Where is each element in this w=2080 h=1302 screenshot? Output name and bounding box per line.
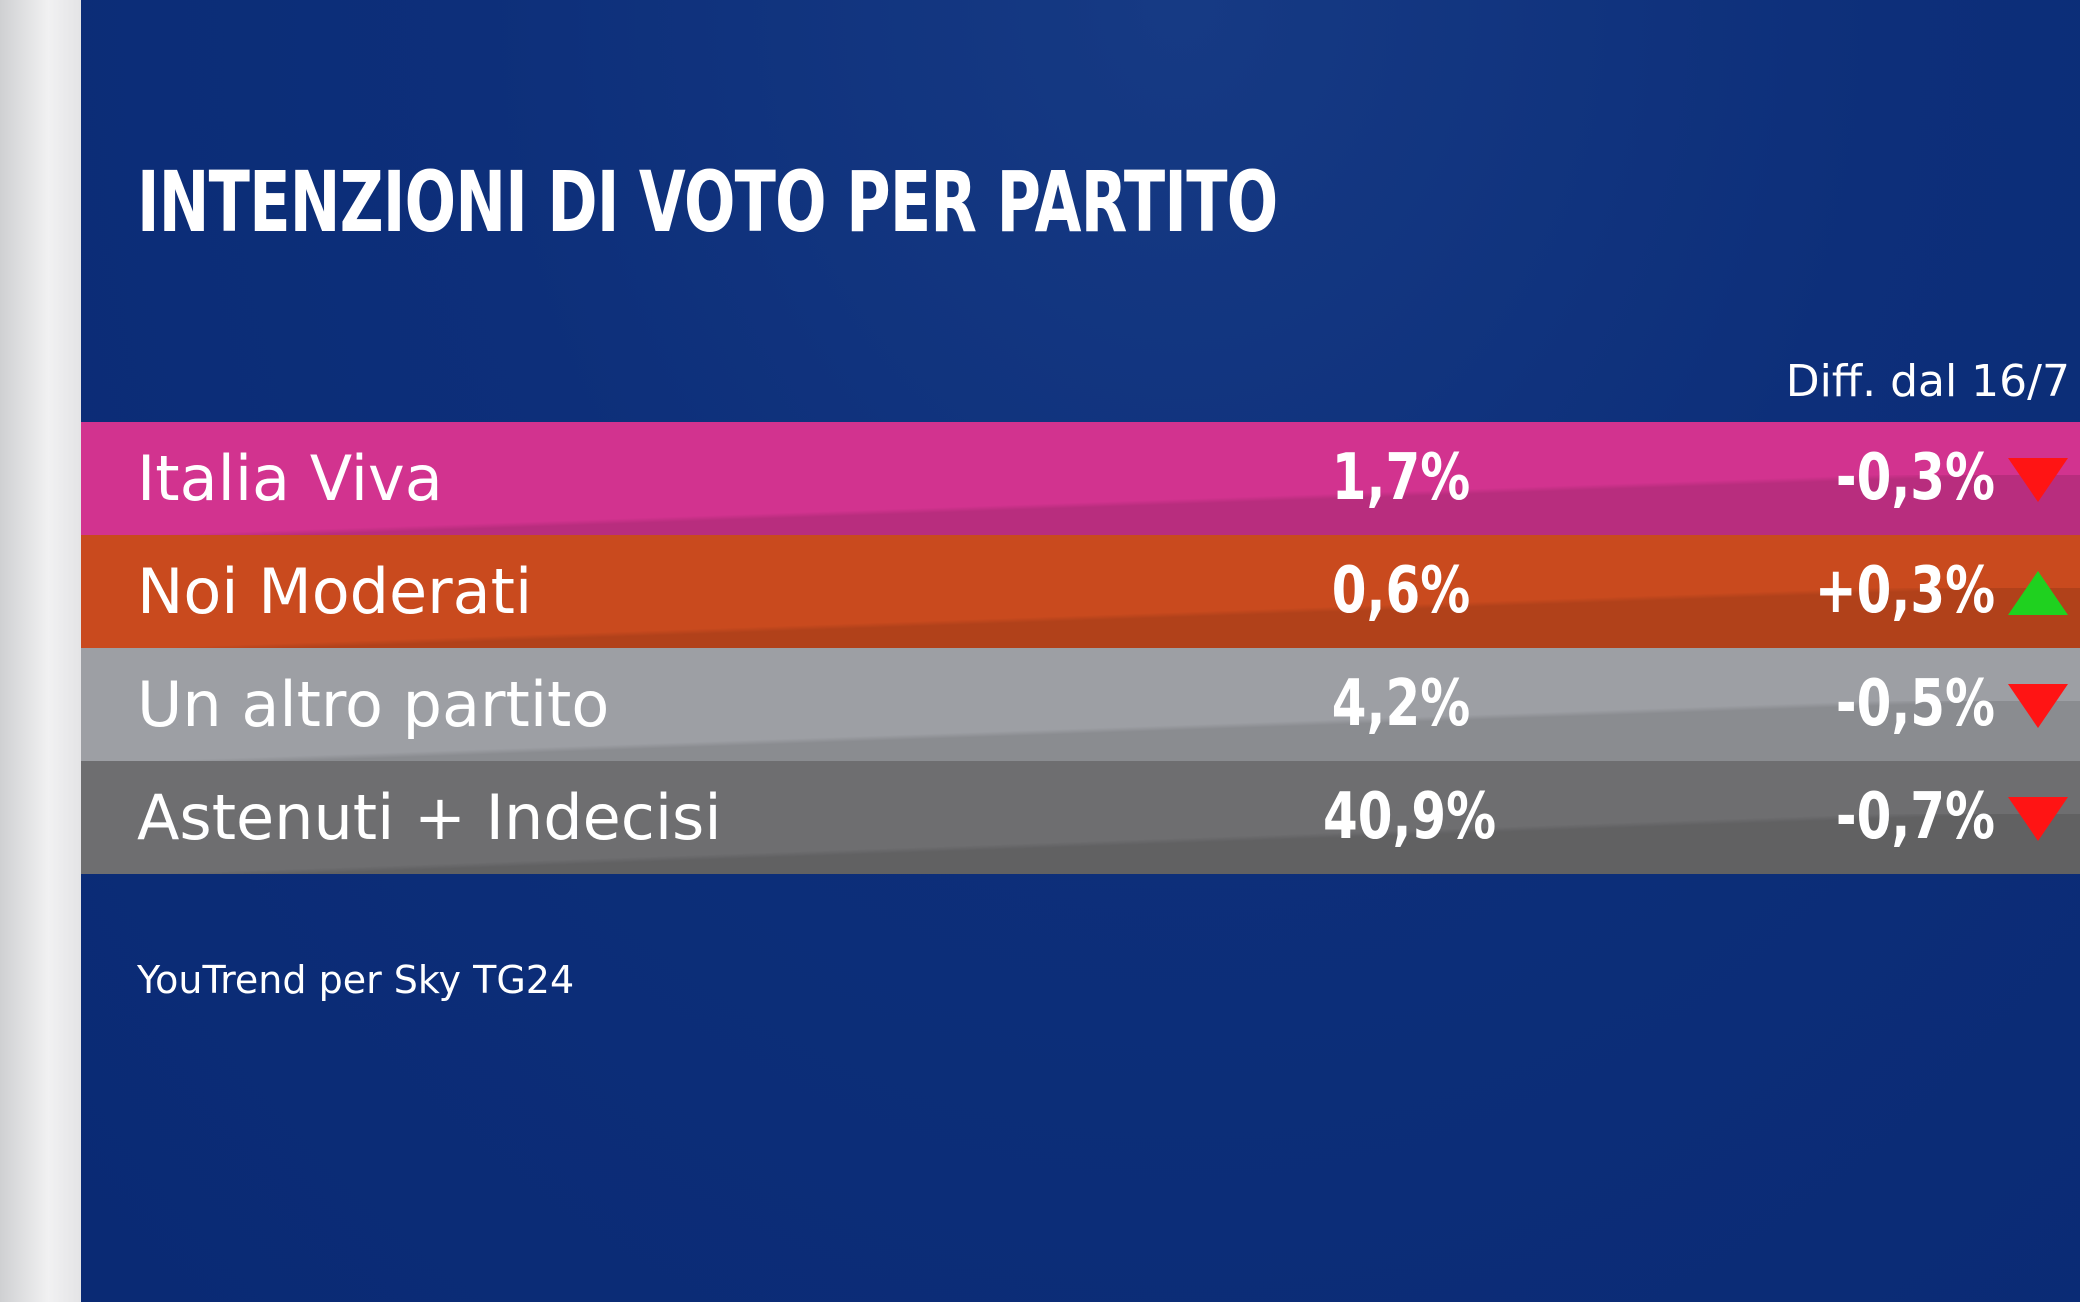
party-value: 40,9% — [1323, 780, 1497, 854]
party-diff: -0,3% — [1835, 441, 1995, 515]
triangle-down-icon — [2008, 797, 2068, 841]
results-table: Italia Viva 1,7% -0,3% Noi Moderati 0,6%… — [81, 422, 2080, 874]
party-name: Noi Moderati — [137, 555, 533, 628]
chart-title: INTENZIONI DI VOTO PER PARTITO — [137, 153, 1278, 251]
table-row: Astenuti + Indecisi 40,9% -0,7% — [81, 761, 2080, 874]
table-row: Noi Moderati 0,6% +0,3% — [81, 535, 2080, 648]
party-diff: +0,3% — [1814, 554, 1995, 628]
triangle-up-icon — [2008, 571, 2068, 615]
party-value: 1,7% — [1331, 441, 1471, 515]
party-value: 4,2% — [1331, 667, 1471, 741]
triangle-down-icon — [2008, 684, 2068, 728]
party-value: 0,6% — [1331, 554, 1471, 628]
left-edge-strip — [0, 0, 81, 1302]
party-name: Italia Viva — [137, 442, 443, 515]
party-diff: -0,7% — [1835, 780, 1995, 854]
table-row: Un altro partito 4,2% -0,5% — [81, 648, 2080, 761]
source-credit: YouTrend per Sky TG24 — [137, 958, 575, 1002]
triangle-down-icon — [2008, 458, 2068, 502]
party-name: Un altro partito — [137, 668, 610, 741]
diff-column-header: Diff. dal 16/7 — [1785, 356, 2070, 407]
party-name: Astenuti + Indecisi — [137, 781, 722, 854]
party-diff: -0,5% — [1835, 667, 1995, 741]
table-row: Italia Viva 1,7% -0,3% — [81, 422, 2080, 535]
